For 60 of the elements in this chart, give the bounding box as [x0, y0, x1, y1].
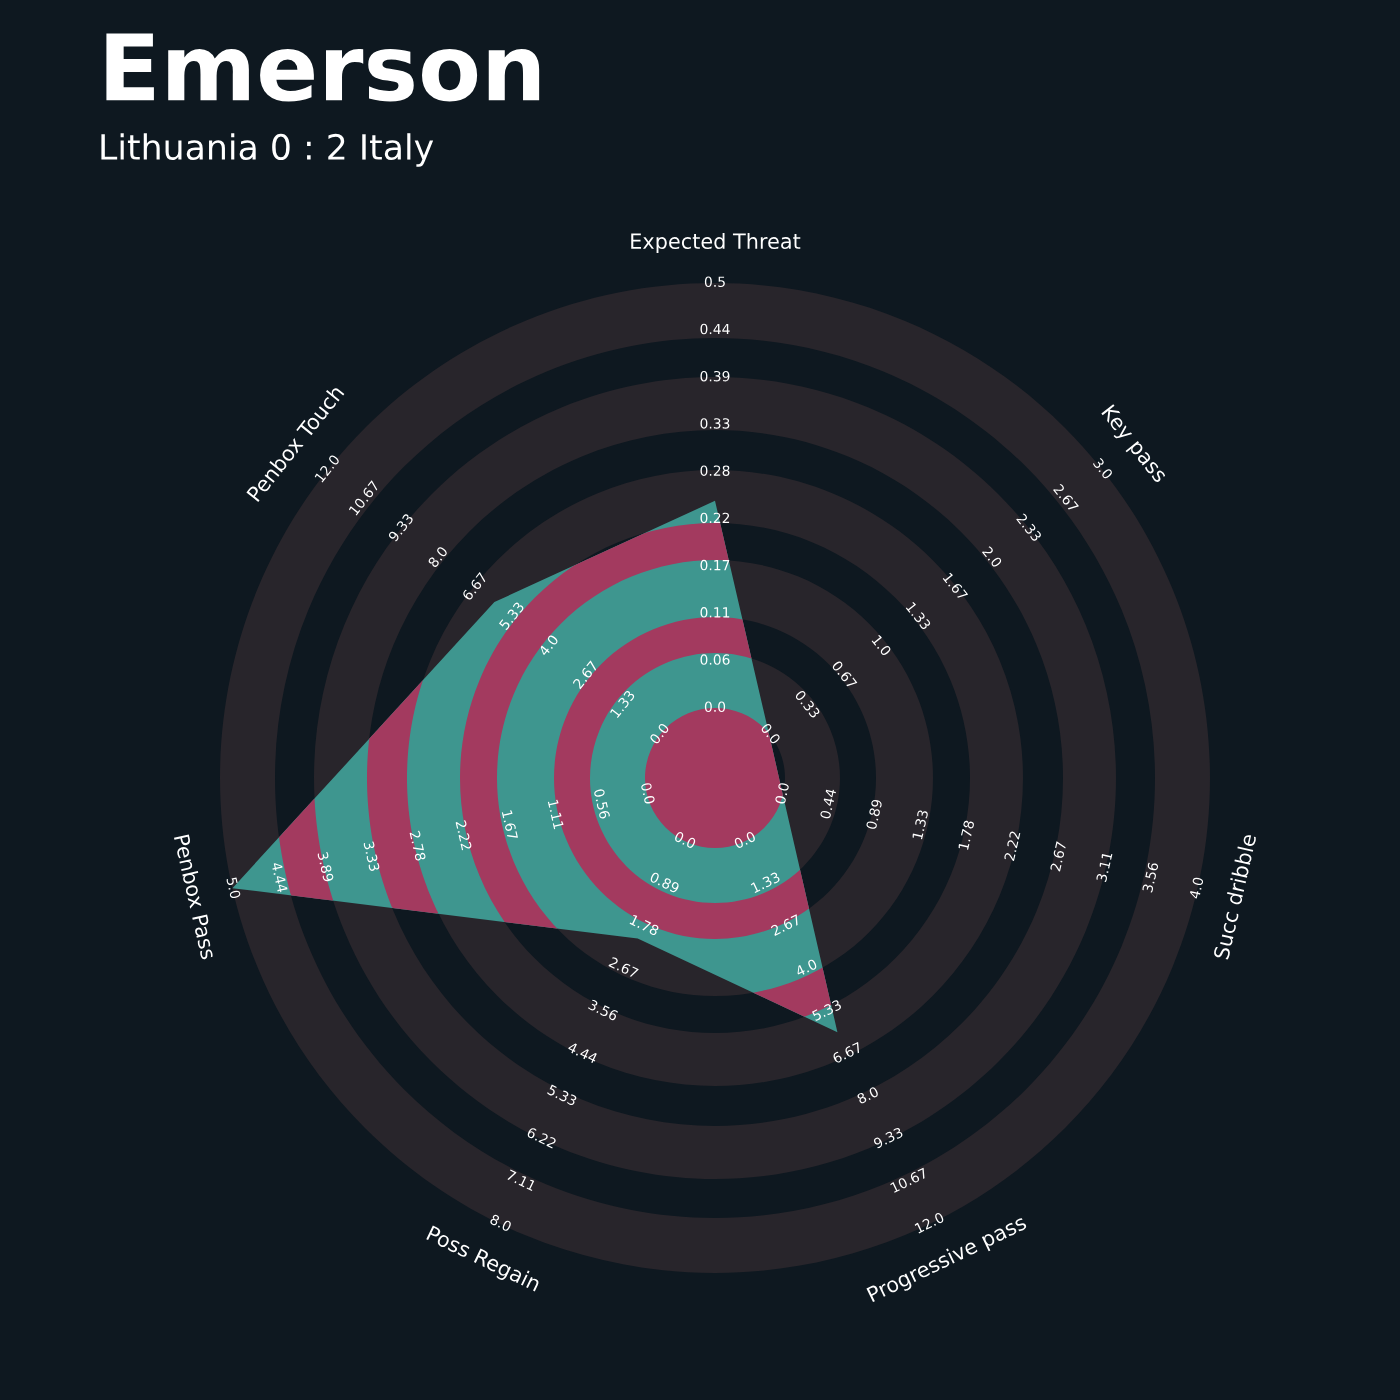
text: 0.56 — [593, 788, 611, 820]
text: 8.0 — [856, 1086, 880, 1105]
text: 2.22 — [1003, 830, 1021, 862]
text: 0.39 — [700, 370, 730, 382]
spoke-label: Expected Threat — [631, 232, 801, 254]
text: 2.22 — [455, 820, 473, 851]
text: 4.0 — [1188, 876, 1204, 900]
text: 2.0 — [981, 545, 1003, 569]
text: 0.89 — [865, 799, 883, 830]
text: 3.56 — [1142, 861, 1159, 893]
text: 4.44 — [567, 1041, 599, 1064]
text: 0.0 — [673, 830, 697, 850]
spoke-label: Penbox Pass — [173, 834, 218, 960]
text: 1.67 — [501, 810, 519, 840]
text: 4.0 — [537, 634, 559, 657]
text: 3.0 — [1092, 457, 1114, 480]
text: 1.78 — [629, 914, 660, 937]
text: 3.89 — [317, 851, 335, 883]
text: 0.33 — [700, 418, 730, 429]
text: 1.33 — [911, 809, 929, 840]
text: 4.44 — [271, 861, 288, 893]
text: 0.06 — [700, 654, 730, 665]
text: 3.33 — [363, 841, 381, 872]
text: 0.0 — [704, 701, 726, 713]
text: 2.67 — [770, 914, 801, 937]
text: 0.0 — [760, 722, 782, 745]
text: 8.0 — [489, 1213, 513, 1232]
text: 0.0 — [774, 782, 790, 805]
text: 1.11 — [547, 799, 564, 830]
text: 0.28 — [700, 465, 730, 476]
text: 1.78 — [957, 820, 975, 851]
text: 3.56 — [587, 999, 619, 1022]
text: 5.33 — [546, 1084, 578, 1107]
text: 1.33 — [750, 871, 781, 894]
text: 0.44 — [819, 788, 837, 820]
text: 5.0 — [226, 876, 241, 899]
text: 0.89 — [649, 871, 680, 894]
text: 0.0 — [640, 782, 656, 805]
text: 0.11 — [700, 607, 730, 618]
text: 3.11 — [1095, 851, 1113, 883]
text: 0.0 — [648, 722, 670, 745]
text: 0.5 — [704, 276, 725, 288]
text: 9.33 — [872, 1126, 904, 1149]
text: 4.0 — [794, 958, 818, 977]
text: 12.0 — [914, 1211, 945, 1234]
text: 5.33 — [811, 999, 842, 1022]
text: 2.78 — [409, 830, 427, 862]
text: 2.67 — [608, 956, 639, 979]
text: 1.0 — [871, 634, 892, 657]
text: 0.44 — [700, 323, 730, 335]
text: 6.22 — [526, 1126, 557, 1149]
text: 7.11 — [506, 1169, 537, 1192]
text: 8.0 — [427, 545, 449, 569]
text: 0.17 — [700, 559, 730, 571]
chart-subtitle: Lithuania 0 : 2 Italy — [101, 133, 434, 167]
text: 6.67 — [831, 1041, 863, 1064]
text: 0.0 — [733, 830, 757, 850]
text: 2.67 — [1049, 841, 1067, 872]
spoke-label: Succ dribble — [1212, 833, 1257, 960]
chart-title: Emerson — [106, 33, 540, 102]
